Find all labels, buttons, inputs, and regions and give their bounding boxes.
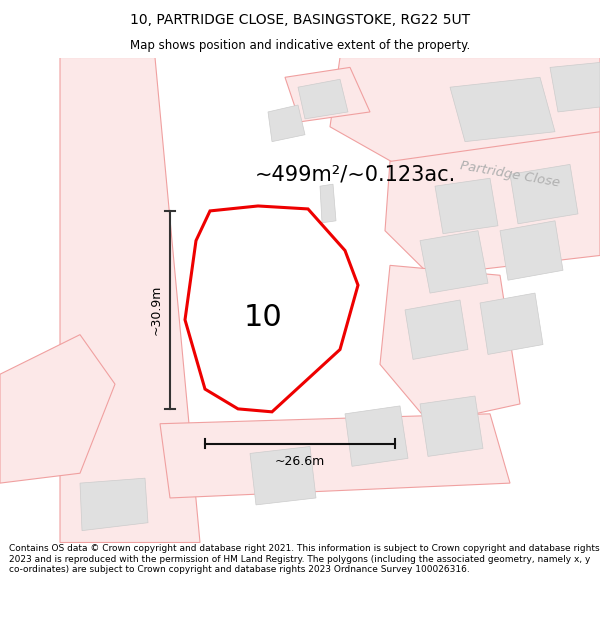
Polygon shape — [285, 68, 370, 122]
Polygon shape — [500, 221, 563, 280]
Polygon shape — [185, 206, 358, 412]
Polygon shape — [0, 334, 115, 483]
Polygon shape — [405, 300, 468, 359]
Polygon shape — [330, 58, 600, 166]
Polygon shape — [345, 406, 408, 466]
Text: 10: 10 — [244, 303, 283, 332]
Polygon shape — [380, 266, 520, 424]
Polygon shape — [250, 446, 316, 505]
Text: ~30.9m: ~30.9m — [149, 285, 163, 335]
Polygon shape — [60, 58, 200, 542]
Polygon shape — [268, 105, 305, 142]
Text: ~26.6m: ~26.6m — [275, 455, 325, 468]
Text: ~499m²/~0.123ac.: ~499m²/~0.123ac. — [255, 164, 456, 184]
Text: 10, PARTRIDGE CLOSE, BASINGSTOKE, RG22 5UT: 10, PARTRIDGE CLOSE, BASINGSTOKE, RG22 5… — [130, 12, 470, 27]
Polygon shape — [420, 396, 483, 456]
Polygon shape — [385, 132, 600, 275]
Text: Contains OS data © Crown copyright and database right 2021. This information is : Contains OS data © Crown copyright and d… — [9, 544, 599, 574]
Polygon shape — [550, 62, 600, 112]
Polygon shape — [160, 414, 510, 498]
Polygon shape — [298, 79, 348, 119]
Polygon shape — [435, 178, 498, 234]
Polygon shape — [80, 478, 148, 531]
Polygon shape — [510, 164, 578, 224]
Polygon shape — [450, 78, 555, 142]
Polygon shape — [320, 184, 336, 222]
Text: Partridge Close: Partridge Close — [459, 159, 561, 189]
Polygon shape — [420, 231, 488, 293]
Text: Map shows position and indicative extent of the property.: Map shows position and indicative extent… — [130, 39, 470, 52]
Polygon shape — [480, 293, 543, 354]
Polygon shape — [215, 290, 267, 349]
